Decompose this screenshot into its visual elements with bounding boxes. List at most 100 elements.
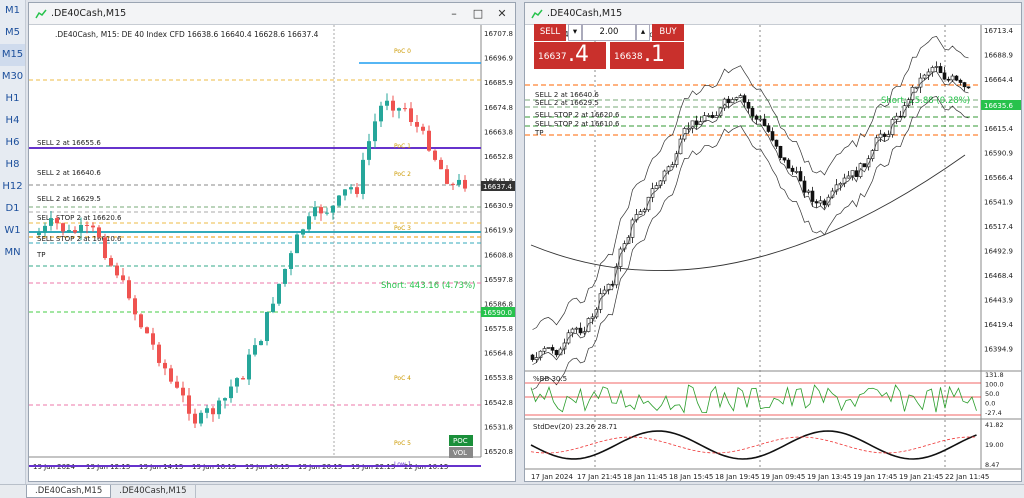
bb-scale-label: -27.4 bbox=[985, 409, 1002, 417]
candle-body bbox=[127, 280, 131, 299]
timeframe-m5[interactable]: M5 bbox=[5, 27, 20, 38]
left-chart-window: .DE40Cash,M15 – □ ✕ 16707.8 16696.9 16685.… bbox=[28, 2, 516, 482]
right-window-title: .DE40Cash,M15 bbox=[547, 8, 623, 19]
order-label: SELL 2 at 16655.6 bbox=[37, 139, 101, 147]
candle-body bbox=[754, 115, 759, 120]
poc-label: PoC 4 bbox=[394, 375, 411, 382]
candle-body bbox=[457, 179, 461, 185]
buy-price-small: 16638 bbox=[614, 52, 643, 62]
right-price-chart[interactable]: 16713.416688.916664.416640.016615.416590… bbox=[525, 25, 1021, 481]
short-price-tag bbox=[481, 307, 515, 317]
timeframe-h6[interactable]: H6 bbox=[5, 137, 20, 148]
candle-body bbox=[259, 341, 263, 346]
time-tick-label: 19 Jan 13:45 bbox=[807, 473, 851, 481]
timeframe-h4[interactable]: H4 bbox=[5, 115, 20, 126]
timeframe-h12[interactable]: H12 bbox=[2, 181, 23, 192]
candle-body bbox=[846, 175, 851, 179]
stddev-label: StdDev(20) 23.26 28.71 bbox=[533, 423, 617, 431]
lot-size-input[interactable]: 2.00 bbox=[582, 24, 636, 41]
timeframe-w1[interactable]: W1 bbox=[4, 225, 21, 236]
close-icon[interactable]: ✕ bbox=[497, 7, 507, 20]
price-tick-label: 16553.8 bbox=[484, 374, 513, 382]
candle-body bbox=[265, 311, 269, 342]
right-chart-window: .DE40Cash,M15 16713.416688.916664.416640… bbox=[524, 2, 1022, 482]
price-tick-label: 16608.8 bbox=[484, 251, 513, 259]
candle-body bbox=[626, 237, 631, 244]
candle-body bbox=[614, 266, 619, 286]
price-tick-label: 16713.4 bbox=[984, 27, 1013, 35]
candle-body bbox=[295, 234, 299, 254]
candle-body bbox=[415, 122, 419, 127]
candle-body bbox=[694, 120, 699, 125]
candle-body bbox=[610, 283, 615, 286]
left-window-titlebar[interactable]: .DE40Cash,M15 – □ ✕ bbox=[29, 3, 515, 25]
candle-body bbox=[930, 67, 935, 73]
timeframe-bar: M1 M5 M15 M30 H1 H4 H6 H8 H12 D1 W1 MN bbox=[0, 0, 26, 484]
buy-button[interactable]: BUY bbox=[652, 24, 684, 41]
chart-tab-1[interactable]: .DE40Cash,M15 bbox=[26, 485, 112, 498]
candle-body bbox=[538, 350, 543, 358]
timeframe-m1[interactable]: M1 bbox=[5, 5, 20, 16]
price-tick-label: 16531.8 bbox=[484, 423, 513, 431]
timeframe-mn[interactable]: MN bbox=[4, 247, 21, 258]
order-label: SELL STOP 2 at 16620.6 bbox=[535, 111, 620, 119]
chart-bg bbox=[29, 25, 515, 481]
candle-body bbox=[738, 95, 743, 98]
timeframe-m30[interactable]: M30 bbox=[1, 71, 24, 82]
one-click-trading-panel: SELL ▾ 2.00 ▴ BUY 16637 .4 16638 .1 bbox=[534, 24, 714, 70]
time-tick-label: 18 Jan 15:45 bbox=[669, 473, 713, 481]
candle-body bbox=[421, 126, 425, 131]
time-tick-label: 19 Jan 21:45 bbox=[899, 473, 943, 481]
candle-body bbox=[926, 71, 931, 76]
candle-body bbox=[774, 139, 779, 147]
buy-price-big: .1 bbox=[644, 42, 665, 67]
timeframe-d1[interactable]: D1 bbox=[5, 203, 20, 214]
candle-body bbox=[938, 66, 943, 74]
candle-body bbox=[802, 180, 807, 193]
candle-body bbox=[854, 170, 859, 177]
candle-body bbox=[361, 159, 365, 194]
candle-body bbox=[554, 350, 559, 356]
lot-increase-button[interactable]: ▴ bbox=[636, 24, 650, 41]
candle-body bbox=[163, 362, 167, 369]
lot-decrease-button[interactable]: ▾ bbox=[568, 24, 582, 41]
price-tick-label: 16619.9 bbox=[484, 227, 513, 235]
candle-body bbox=[277, 283, 281, 304]
timeframe-h8[interactable]: H8 bbox=[5, 159, 20, 170]
vol-button-label: VOL bbox=[453, 449, 467, 457]
sell-price-box[interactable]: 16637 .4 bbox=[534, 42, 606, 69]
candle-body bbox=[109, 258, 113, 266]
std-scale-label: 8.47 bbox=[985, 461, 999, 469]
candle-body bbox=[826, 196, 831, 206]
candle-body bbox=[706, 115, 711, 117]
candle-body bbox=[838, 183, 843, 186]
bb-scale-label: 0.0 bbox=[985, 400, 995, 408]
candle-body bbox=[818, 200, 823, 204]
price-tick-label: 16664.4 bbox=[984, 76, 1013, 84]
bb-line bbox=[530, 384, 977, 414]
sell-button[interactable]: SELL bbox=[534, 24, 566, 41]
buy-price-box[interactable]: 16638 .1 bbox=[610, 42, 684, 69]
candle-body bbox=[193, 413, 197, 424]
candle-body bbox=[890, 119, 895, 135]
poc-label: PoC 0 bbox=[394, 48, 411, 55]
candle-body bbox=[379, 105, 383, 122]
left-price-chart[interactable]: 16707.8 16696.9 16685.9 16674.8 16663.8 16652… bbox=[29, 25, 515, 481]
right-window-titlebar[interactable]: .DE40Cash,M15 bbox=[525, 3, 1021, 25]
short-label: Short: 443.16 (4.73%) bbox=[381, 281, 475, 291]
candle-body bbox=[650, 188, 655, 198]
price-tick-label: 16590.9 bbox=[984, 150, 1013, 158]
candle-body bbox=[85, 224, 89, 226]
stddev-line bbox=[530, 430, 977, 460]
price-tick-label: 16597.8 bbox=[484, 276, 513, 284]
timeframe-m15[interactable]: M15 bbox=[0, 44, 25, 66]
minimize-icon[interactable]: – bbox=[451, 7, 457, 20]
timeframe-h1[interactable]: H1 bbox=[5, 93, 20, 104]
candle-body bbox=[578, 327, 583, 334]
chart-tab-2[interactable]: .DE40Cash,M15 bbox=[111, 485, 196, 498]
candle-body bbox=[187, 395, 191, 414]
price-tick-label: 16541.9 bbox=[984, 199, 1013, 207]
candle-body bbox=[157, 344, 161, 363]
poc-label: PoC 1 bbox=[394, 143, 411, 150]
maximize-icon[interactable]: □ bbox=[472, 7, 484, 20]
